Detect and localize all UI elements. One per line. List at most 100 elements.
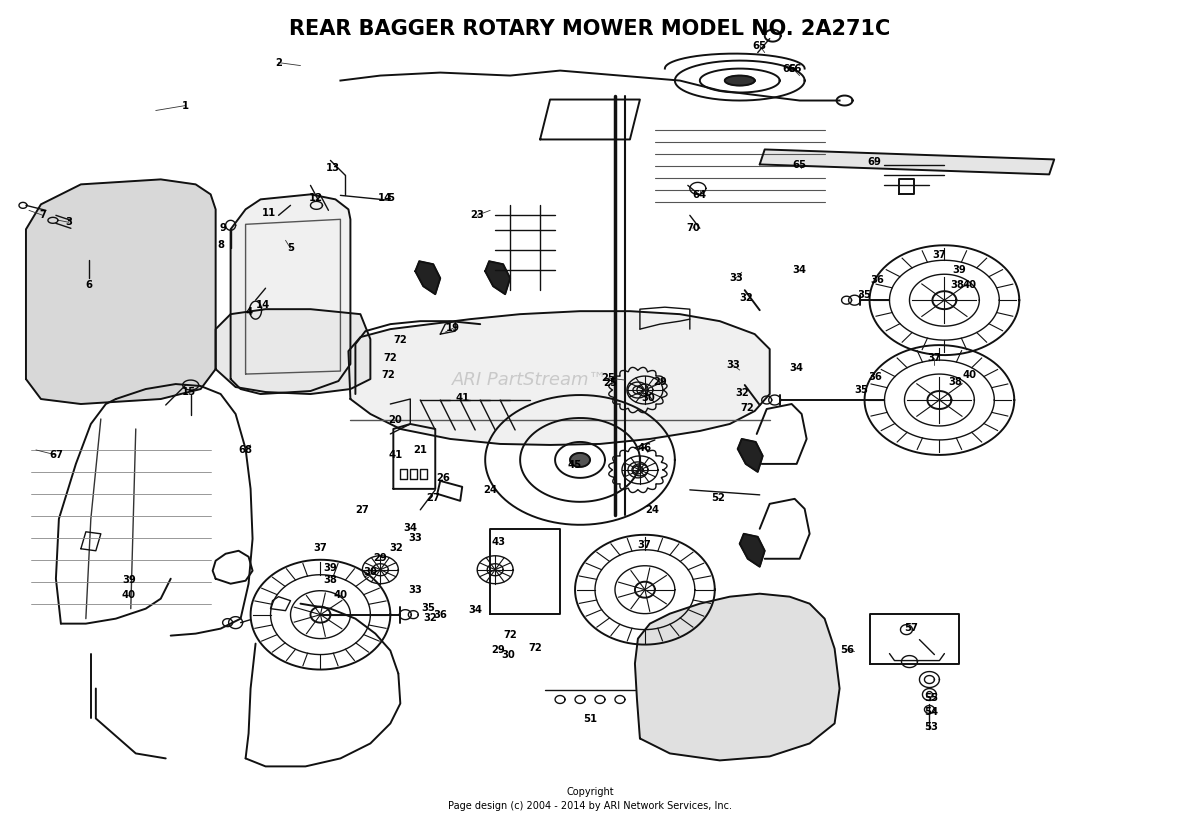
Text: 6: 6 — [85, 280, 92, 290]
Text: 13: 13 — [326, 164, 340, 174]
Text: 33: 33 — [726, 360, 740, 370]
Text: 26: 26 — [437, 473, 451, 483]
Text: 38: 38 — [950, 280, 964, 290]
Text: 29: 29 — [491, 645, 505, 654]
Text: 14: 14 — [379, 193, 393, 203]
Text: 24: 24 — [645, 505, 658, 515]
Text: 67: 67 — [48, 450, 63, 460]
Text: 54: 54 — [924, 708, 938, 717]
Text: 36: 36 — [871, 275, 885, 285]
Text: 32: 32 — [739, 293, 753, 303]
Text: 29: 29 — [653, 377, 667, 387]
Text: 25: 25 — [601, 373, 615, 383]
Text: 70: 70 — [686, 224, 700, 233]
Text: 9: 9 — [219, 224, 227, 233]
Text: 40: 40 — [334, 590, 347, 600]
Text: 41: 41 — [455, 393, 470, 403]
Text: 27: 27 — [426, 493, 440, 503]
Polygon shape — [26, 179, 216, 404]
Text: 43: 43 — [491, 536, 505, 547]
Text: 24: 24 — [483, 485, 497, 495]
Text: ARI PartStream™: ARI PartStream™ — [452, 371, 608, 389]
Text: 8: 8 — [217, 240, 224, 251]
Text: 34: 34 — [404, 523, 418, 533]
Text: 34: 34 — [468, 604, 483, 615]
Text: 5: 5 — [387, 193, 394, 203]
Text: 39: 39 — [122, 575, 136, 585]
Text: 64: 64 — [693, 190, 707, 201]
Text: 52: 52 — [710, 493, 725, 503]
Text: REAR BAGGER ROTARY MOWER MODEL NO. 2A271C: REAR BAGGER ROTARY MOWER MODEL NO. 2A271… — [289, 19, 891, 38]
Polygon shape — [485, 261, 510, 294]
Text: 1: 1 — [182, 101, 189, 111]
Polygon shape — [760, 149, 1054, 174]
Text: 68: 68 — [238, 445, 253, 455]
Text: 32: 32 — [389, 543, 404, 553]
Text: 20: 20 — [388, 415, 402, 425]
Text: 15: 15 — [182, 387, 196, 397]
Text: 56: 56 — [840, 645, 854, 654]
Text: 41: 41 — [388, 450, 402, 460]
Text: 12: 12 — [308, 193, 322, 203]
Text: 36: 36 — [433, 609, 447, 620]
Text: 39: 39 — [952, 265, 966, 275]
Text: 40: 40 — [963, 370, 976, 380]
Text: 55: 55 — [924, 693, 938, 703]
Text: 36: 36 — [868, 372, 883, 382]
Text: 69: 69 — [867, 157, 881, 167]
Text: 33: 33 — [408, 533, 422, 543]
Text: 32: 32 — [735, 388, 748, 398]
Text: 35: 35 — [854, 385, 868, 395]
Text: 30: 30 — [502, 649, 514, 659]
Text: 72: 72 — [529, 643, 542, 653]
Text: 29: 29 — [374, 553, 387, 563]
Text: 14: 14 — [255, 301, 270, 310]
Text: 11: 11 — [262, 208, 276, 219]
Text: 30: 30 — [363, 567, 378, 577]
Text: 57: 57 — [905, 622, 918, 632]
Text: 72: 72 — [503, 630, 517, 640]
Text: 23: 23 — [471, 210, 484, 220]
Text: 72: 72 — [393, 335, 407, 345]
Text: 2: 2 — [275, 57, 282, 68]
Polygon shape — [738, 439, 762, 472]
Text: 46: 46 — [638, 443, 653, 453]
Polygon shape — [635, 594, 840, 760]
Text: Copyright
Page design (c) 2004 - 2014 by ARI Network Services, Inc.: Copyright Page design (c) 2004 - 2014 by… — [448, 787, 732, 812]
Text: 39: 39 — [323, 563, 337, 572]
Text: 40: 40 — [963, 280, 976, 290]
Text: 65: 65 — [793, 161, 807, 170]
Text: 72: 72 — [384, 353, 398, 363]
Text: 40: 40 — [122, 590, 136, 600]
Text: 38: 38 — [949, 377, 963, 387]
Text: 32: 32 — [424, 613, 437, 622]
Polygon shape — [348, 311, 769, 445]
Text: 27: 27 — [355, 505, 369, 515]
Text: 35: 35 — [858, 290, 872, 301]
Text: 33: 33 — [408, 585, 422, 595]
Polygon shape — [230, 194, 350, 394]
Text: 37: 37 — [927, 353, 942, 363]
Text: 72: 72 — [381, 370, 395, 380]
Polygon shape — [725, 75, 755, 85]
Text: 21: 21 — [413, 445, 427, 455]
Text: 53: 53 — [924, 722, 938, 732]
Text: 19: 19 — [446, 324, 460, 333]
Text: 4: 4 — [245, 307, 253, 317]
Text: 66: 66 — [787, 64, 802, 74]
Polygon shape — [740, 534, 765, 567]
Text: 7: 7 — [39, 210, 46, 220]
Polygon shape — [570, 453, 590, 467]
Text: 37: 37 — [932, 251, 946, 260]
Text: 38: 38 — [323, 575, 337, 585]
Text: 65: 65 — [753, 41, 767, 51]
Text: 30: 30 — [641, 393, 655, 403]
Text: 72: 72 — [741, 403, 754, 413]
Text: 25: 25 — [603, 378, 617, 388]
Text: 45: 45 — [568, 460, 582, 470]
Text: 66: 66 — [782, 64, 796, 74]
Polygon shape — [415, 261, 440, 294]
Text: 51: 51 — [583, 714, 597, 725]
Text: 3: 3 — [65, 217, 72, 228]
Text: 34: 34 — [793, 265, 807, 275]
